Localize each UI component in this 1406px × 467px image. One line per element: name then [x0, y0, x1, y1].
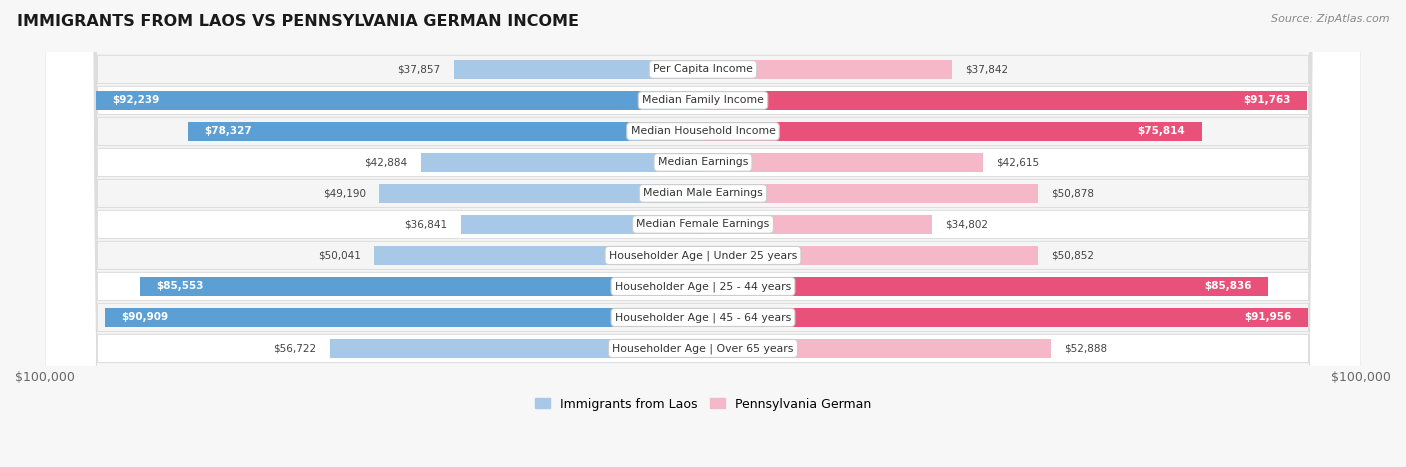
- Text: $36,841: $36,841: [405, 219, 447, 229]
- Text: Source: ZipAtlas.com: Source: ZipAtlas.com: [1271, 14, 1389, 24]
- Text: $42,884: $42,884: [364, 157, 408, 168]
- Bar: [374, 246, 703, 265]
- Text: $34,802: $34,802: [945, 219, 988, 229]
- FancyBboxPatch shape: [45, 0, 1361, 467]
- FancyBboxPatch shape: [45, 0, 1361, 467]
- Text: Householder Age | Under 25 years: Householder Age | Under 25 years: [609, 250, 797, 261]
- Bar: [187, 122, 703, 141]
- Bar: [703, 215, 932, 234]
- FancyBboxPatch shape: [45, 0, 1361, 467]
- Bar: [461, 215, 703, 234]
- Text: $37,857: $37,857: [398, 64, 440, 74]
- FancyBboxPatch shape: [45, 0, 1361, 467]
- Text: Median Family Income: Median Family Income: [643, 95, 763, 106]
- Bar: [703, 339, 1052, 358]
- Text: $75,814: $75,814: [1137, 127, 1185, 136]
- Bar: [703, 246, 1038, 265]
- Text: $91,763: $91,763: [1243, 95, 1291, 106]
- FancyBboxPatch shape: [45, 0, 1361, 467]
- Bar: [380, 184, 703, 203]
- Bar: [703, 184, 1038, 203]
- Text: Per Capita Income: Per Capita Income: [652, 64, 754, 74]
- Bar: [703, 277, 1268, 296]
- Bar: [141, 277, 703, 296]
- Text: $50,041: $50,041: [318, 250, 360, 261]
- FancyBboxPatch shape: [45, 0, 1361, 467]
- Bar: [330, 339, 703, 358]
- Bar: [420, 153, 703, 172]
- Text: $85,553: $85,553: [156, 282, 204, 291]
- Text: $90,909: $90,909: [121, 312, 169, 322]
- Text: $42,615: $42,615: [997, 157, 1039, 168]
- Text: $78,327: $78,327: [204, 127, 252, 136]
- Text: Householder Age | 25 - 44 years: Householder Age | 25 - 44 years: [614, 281, 792, 292]
- Bar: [703, 122, 1202, 141]
- Text: IMMIGRANTS FROM LAOS VS PENNSYLVANIA GERMAN INCOME: IMMIGRANTS FROM LAOS VS PENNSYLVANIA GER…: [17, 14, 579, 29]
- Bar: [703, 60, 952, 79]
- Text: $50,878: $50,878: [1050, 188, 1094, 198]
- Text: $56,722: $56,722: [273, 343, 316, 354]
- Text: $50,852: $50,852: [1050, 250, 1094, 261]
- Bar: [454, 60, 703, 79]
- Text: Householder Age | Over 65 years: Householder Age | Over 65 years: [612, 343, 794, 354]
- Text: $91,956: $91,956: [1244, 312, 1292, 322]
- Bar: [703, 153, 983, 172]
- Legend: Immigrants from Laos, Pennsylvania German: Immigrants from Laos, Pennsylvania Germa…: [530, 393, 876, 416]
- FancyBboxPatch shape: [45, 0, 1361, 467]
- Text: Householder Age | 45 - 64 years: Householder Age | 45 - 64 years: [614, 312, 792, 323]
- Text: $37,842: $37,842: [965, 64, 1008, 74]
- Bar: [96, 91, 703, 110]
- FancyBboxPatch shape: [45, 0, 1361, 467]
- Text: $92,239: $92,239: [112, 95, 160, 106]
- Bar: [703, 91, 1306, 110]
- Text: Median Earnings: Median Earnings: [658, 157, 748, 168]
- Text: $49,190: $49,190: [323, 188, 366, 198]
- FancyBboxPatch shape: [45, 0, 1361, 467]
- Text: $85,836: $85,836: [1204, 282, 1251, 291]
- Bar: [105, 308, 703, 327]
- Bar: [703, 308, 1308, 327]
- Text: Median Household Income: Median Household Income: [630, 127, 776, 136]
- Text: Median Male Earnings: Median Male Earnings: [643, 188, 763, 198]
- Text: $52,888: $52,888: [1064, 343, 1108, 354]
- FancyBboxPatch shape: [45, 0, 1361, 467]
- Text: Median Female Earnings: Median Female Earnings: [637, 219, 769, 229]
